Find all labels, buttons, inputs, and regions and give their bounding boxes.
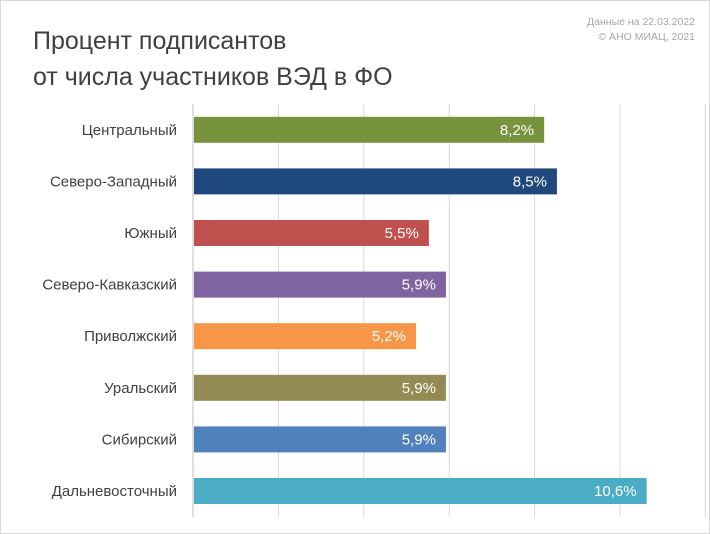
value-label-6: 5,9% (402, 431, 436, 448)
category-label-3: Северо-Кавказский (42, 277, 177, 294)
bar-5 (194, 374, 446, 401)
source-note: Данные на 22.03.2022 © АНО МИАЦ, 2021 (587, 15, 695, 45)
source-date: Данные на 22.03.2022 (587, 16, 695, 28)
bar-4 (194, 323, 417, 350)
value-label-4: 5,2% (372, 328, 406, 345)
category-label-0: Центральный (82, 122, 177, 139)
value-label-5: 5,9% (402, 380, 436, 397)
value-label-7: 10,6% (594, 483, 637, 500)
category-label-1: Северо-Западный (50, 173, 177, 190)
category-label-7: Дальневосточный (52, 483, 177, 500)
value-label-3: 5,9% (402, 277, 436, 294)
bar-2 (194, 220, 429, 246)
chart-title-line-1: Процент подписантов (33, 27, 287, 55)
value-label-1: 8,5% (513, 173, 547, 190)
category-label-6: Сибирский (102, 431, 177, 448)
bar-1 (194, 168, 557, 195)
source-copyright: © АНО МИАЦ, 2021 (598, 31, 695, 43)
chart-title: Процент подписантов от числа участников … (33, 23, 393, 95)
bar-6 (194, 426, 446, 453)
value-label-2: 5,5% (385, 225, 419, 242)
category-label-2: Южный (124, 225, 177, 242)
bar-7 (194, 478, 647, 504)
bar-0 (194, 116, 545, 143)
bar-3 (194, 271, 446, 298)
category-label-5: Уральский (104, 380, 177, 397)
category-label-4: Приволжский (84, 328, 177, 345)
chart-title-line-2: от числа участников ВЭД в ФО (33, 63, 393, 91)
value-label-0: 8,2% (500, 122, 534, 139)
